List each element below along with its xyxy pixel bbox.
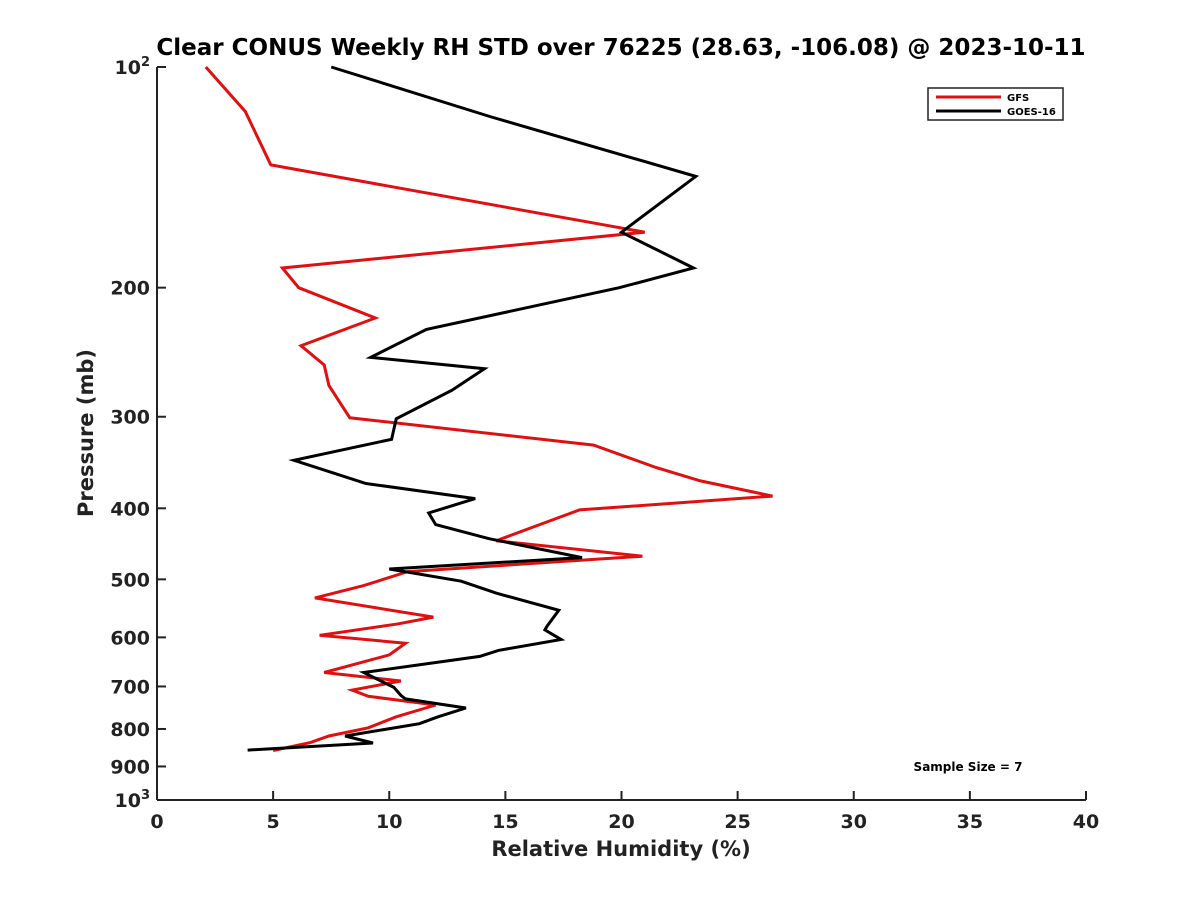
chart-title: Clear CONUS Weekly RH STD over 76225 (28… [156,35,1085,61]
legend-label-goes16: GOES-16 [1007,107,1056,118]
y-axis-ticks: 102 200 300 400 500 600 700 800 900 103 [110,55,166,812]
legend-label-gfs: GFS [1007,93,1029,104]
series-layer [204,65,773,752]
y-tick-label: 900 [110,756,150,778]
y-tick-label: 600 [110,627,150,649]
legend-box [927,87,1064,121]
y-tick-label: 103 [115,788,151,812]
x-tick-label: 30 [841,811,867,833]
x-tick-label: 0 [150,811,163,833]
x-tick-label: 35 [957,811,983,833]
x-tick-label: 15 [492,811,518,833]
y-tick-label: 200 [110,278,150,300]
x-tick-label: 10 [376,811,402,833]
x-tick-label: 5 [267,811,280,833]
y-tick-label: 300 [110,407,150,429]
legend: GFS GOES-16 [927,87,1064,121]
y-tick-label: 500 [110,569,150,591]
series-line-gfs [204,66,773,752]
x-axis-ticks: 0 5 10 15 20 25 30 35 40 [150,791,1099,833]
y-tick-label: 800 [110,719,150,741]
plot-axes [156,67,1086,801]
x-tick-label: 20 [608,811,634,833]
x-axis-title: Relative Humidity (%) [491,837,750,861]
x-tick-label: 25 [724,811,750,833]
sample-size-annotation: Sample Size = 7 [914,760,1023,774]
y-tick-label: 102 [115,55,151,79]
y-tick-label: 700 [110,676,150,698]
x-tick-label: 40 [1073,811,1099,833]
series-line-goes-16 [247,65,700,752]
y-axis-title: Pressure (mb) [74,349,98,517]
y-tick-label: 400 [110,498,150,520]
